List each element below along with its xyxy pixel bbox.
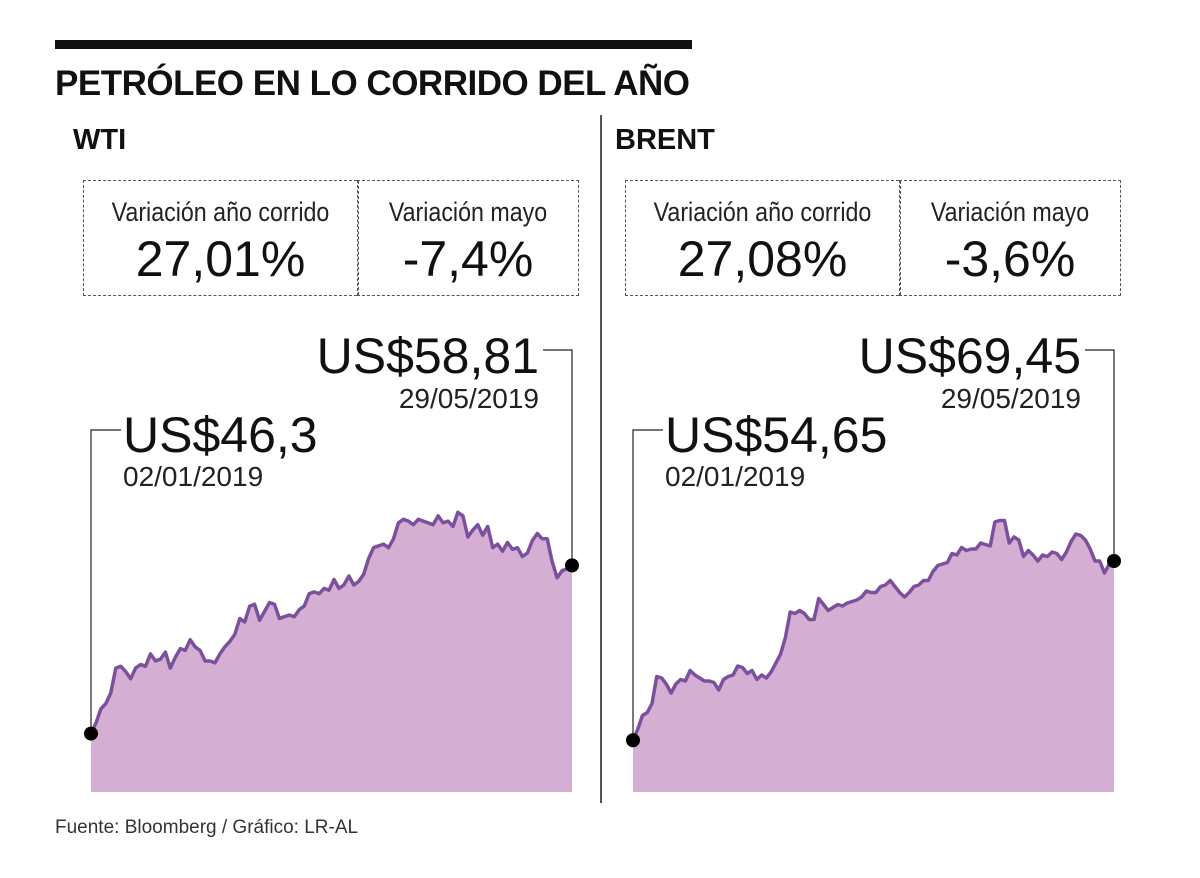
brent-chart: US$54,65 02/01/2019 US$69,45 29/05/2019 (626, 328, 1121, 792)
wti-may-value: -7,4% (402, 231, 534, 287)
wti-may-label: Variación mayo (388, 197, 548, 227)
wti-ytd-box: Variación año corrido 27,01% (83, 180, 357, 296)
wti-may-box: Variación mayo -7,4% (357, 180, 579, 296)
brent-line (631, 518, 1115, 741)
brent-start-label: US$54,65 (665, 407, 887, 463)
brent-panel: BRENT Variación año corrido 27,08% Varia… (597, 110, 1147, 810)
wti-area (91, 512, 572, 792)
wti-start-label: US$46,3 (123, 407, 318, 463)
brent-end-marker (1107, 554, 1121, 568)
wti-start-leader (90, 429, 121, 734)
wti-line (89, 510, 574, 735)
wti-start-marker (84, 726, 98, 741)
wti-title: WTI (73, 124, 127, 156)
brent-start-date: 02/01/2019 (665, 461, 805, 492)
wti-end-label: US$58,81 (317, 328, 539, 384)
brent-end-label: US$69,45 (859, 328, 1081, 384)
wti-chart: US$46,3 02/01/2019 US$58,81 29/05/2019 (84, 328, 579, 792)
brent-ytd-box: Variación año corrido 27,08% (625, 180, 899, 296)
page-title: PETRÓLEO EN LO CORRIDO DEL AÑO (55, 64, 690, 103)
brent-may-value: -3,6% (944, 231, 1076, 287)
wti-ytd-value: 27,01% (135, 231, 306, 287)
brent-may-label: Variación mayo (930, 197, 1090, 227)
brent-end-leader (1085, 349, 1115, 561)
brent-ytd-label: Variación año corrido (653, 197, 872, 227)
wti-end-date: 29/05/2019 (399, 383, 539, 414)
wti-end-marker (565, 558, 579, 573)
wti-start-date: 02/01/2019 (123, 461, 263, 492)
wti-panel: WTI Variación año corrido 27,01% Variaci… (55, 110, 605, 810)
brent-title: BRENT (615, 124, 715, 156)
source-note: Fuente: Bloomberg / Gráfico: LR-AL (55, 817, 359, 838)
brent-area (633, 520, 1114, 792)
wti-end-leader (543, 349, 573, 566)
brent-start-leader (632, 429, 663, 741)
brent-may-box: Variación mayo -3,6% (899, 180, 1121, 296)
top-rule (55, 40, 692, 49)
wti-ytd-label: Variación año corrido (111, 197, 330, 227)
brent-ytd-value: 27,08% (677, 231, 848, 287)
panel-divider (600, 115, 602, 803)
brent-start-marker (626, 733, 640, 748)
brent-end-date: 29/05/2019 (941, 383, 1081, 414)
